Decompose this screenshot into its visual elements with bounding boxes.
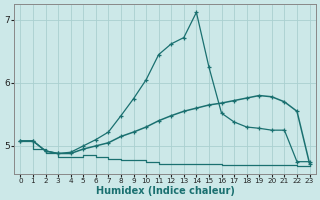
X-axis label: Humidex (Indice chaleur): Humidex (Indice chaleur) (96, 186, 234, 196)
